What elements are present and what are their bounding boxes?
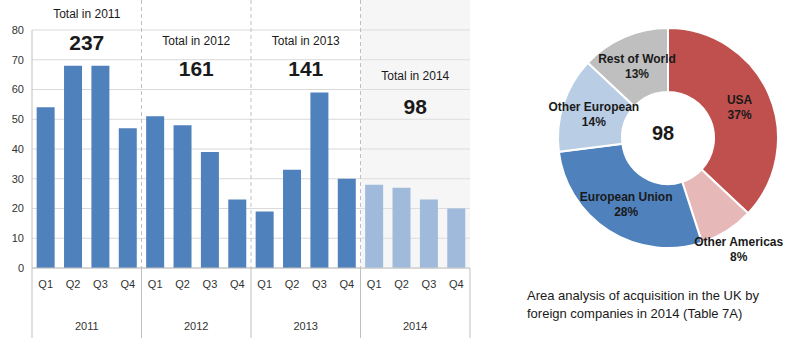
svg-text:98: 98 bbox=[404, 95, 428, 118]
svg-text:Q1: Q1 bbox=[148, 278, 163, 290]
svg-text:2012: 2012 bbox=[184, 320, 208, 332]
svg-text:70: 70 bbox=[12, 54, 24, 66]
svg-text:Total in 2012: Total in 2012 bbox=[162, 34, 230, 48]
svg-text:50: 50 bbox=[12, 113, 24, 125]
svg-text:Q1: Q1 bbox=[38, 278, 53, 290]
html-text:Area analysis of acquisition i: Area analysis of acquisition in the UK b… bbox=[527, 288, 759, 321]
svg-text:Q4: Q4 bbox=[120, 278, 135, 290]
svg-text:Total in 2014: Total in 2014 bbox=[381, 69, 449, 83]
svg-text:237: 237 bbox=[69, 31, 104, 54]
svg-text:USA37%: USA37% bbox=[727, 93, 753, 122]
svg-text:Q2: Q2 bbox=[394, 278, 409, 290]
svg-text:Q2: Q2 bbox=[66, 278, 81, 290]
svg-text:Q3: Q3 bbox=[93, 278, 108, 290]
svg-text:Q2: Q2 bbox=[175, 278, 190, 290]
svg-text:Total in 2011: Total in 2011 bbox=[53, 7, 120, 21]
svg-text:Q4: Q4 bbox=[449, 278, 464, 290]
svg-text:Q3: Q3 bbox=[203, 278, 218, 290]
html-text:98: 98 bbox=[651, 122, 675, 144]
svg-text:Q4: Q4 bbox=[339, 278, 354, 290]
svg-text:20: 20 bbox=[12, 202, 24, 214]
svg-text:Q1: Q1 bbox=[257, 278, 272, 290]
svg-text:40: 40 bbox=[12, 143, 24, 155]
svg-text:European Union28%: European Union28% bbox=[580, 190, 673, 219]
svg-text:10: 10 bbox=[12, 232, 24, 244]
svg-text:Q2: Q2 bbox=[285, 278, 300, 290]
svg-text:2013: 2013 bbox=[294, 320, 318, 332]
svg-text:Q3: Q3 bbox=[312, 278, 327, 290]
svg-text:Total in 2013: Total in 2013 bbox=[272, 34, 340, 48]
svg-text:Q3: Q3 bbox=[422, 278, 437, 290]
svg-text:80: 80 bbox=[12, 24, 24, 36]
svg-text:Q4: Q4 bbox=[230, 278, 245, 290]
svg-text:2011: 2011 bbox=[75, 320, 99, 332]
svg-text:161: 161 bbox=[179, 57, 214, 80]
svg-text:Other European14%: Other European14% bbox=[548, 100, 639, 129]
svg-text:141: 141 bbox=[288, 57, 323, 80]
svg-text:2014: 2014 bbox=[403, 320, 427, 332]
svg-text:Rest of World13%: Rest of World13% bbox=[598, 52, 676, 81]
svg-text:60: 60 bbox=[12, 83, 24, 95]
svg-text:30: 30 bbox=[12, 173, 24, 185]
svg-text:Other Americas8%: Other Americas8% bbox=[694, 235, 783, 264]
svg-text:0: 0 bbox=[18, 262, 24, 274]
svg-text:Q1: Q1 bbox=[367, 278, 382, 290]
